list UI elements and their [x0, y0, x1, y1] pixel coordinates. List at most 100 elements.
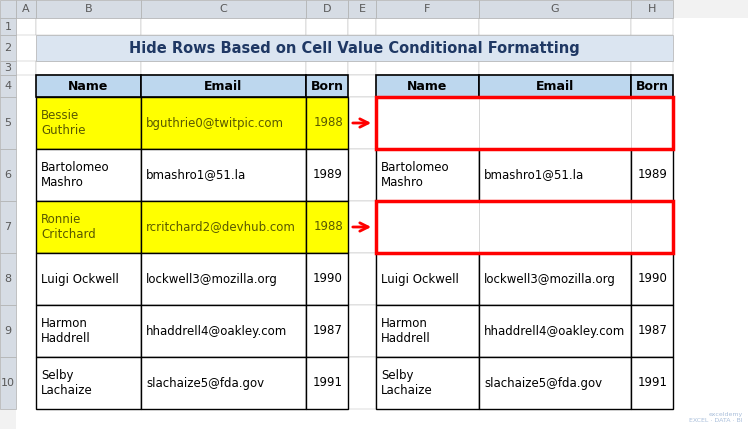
Bar — [306, 18, 348, 35]
Bar — [306, 253, 348, 305]
Text: hhaddrell4@oakley.com: hhaddrell4@oakley.com — [146, 324, 287, 338]
Text: Name: Name — [68, 79, 108, 93]
Text: 1988: 1988 — [313, 221, 343, 233]
Bar — [0, 97, 16, 149]
Text: lockwell3@mozilla.org: lockwell3@mozilla.org — [146, 272, 278, 286]
Bar — [0, 357, 16, 409]
Text: 1: 1 — [4, 21, 11, 31]
Bar — [141, 357, 306, 409]
Bar — [376, 0, 479, 18]
Bar — [141, 305, 306, 357]
Bar — [141, 149, 306, 201]
Bar — [376, 201, 479, 253]
Bar — [306, 305, 348, 357]
Text: Ronnie
Critchard: Ronnie Critchard — [41, 213, 96, 241]
Bar — [0, 35, 16, 61]
Bar — [479, 75, 631, 97]
Bar — [376, 149, 479, 201]
Text: G: G — [551, 4, 560, 14]
Bar — [631, 253, 673, 305]
Bar — [376, 18, 479, 35]
Bar — [348, 97, 376, 149]
Bar — [0, 18, 16, 35]
Text: 1987: 1987 — [313, 324, 343, 338]
Text: 7: 7 — [4, 222, 11, 232]
Bar — [348, 0, 376, 18]
Text: Born: Born — [310, 79, 343, 93]
Text: bmashro1@51.la: bmashro1@51.la — [146, 169, 246, 181]
Text: Bessie
Guthrie: Bessie Guthrie — [41, 109, 85, 137]
Bar — [376, 253, 479, 305]
Bar — [36, 305, 141, 357]
Bar — [36, 61, 141, 75]
Text: Bartolomeo
Mashro: Bartolomeo Mashro — [381, 161, 450, 189]
Bar — [348, 357, 376, 409]
Bar — [479, 149, 631, 201]
Text: exceldemy
EXCEL · DATA · BI: exceldemy EXCEL · DATA · BI — [690, 412, 743, 423]
Text: C: C — [220, 4, 227, 14]
Bar — [348, 201, 376, 253]
Bar — [348, 253, 376, 305]
Bar — [376, 97, 673, 149]
Text: A: A — [22, 4, 30, 14]
Bar — [348, 305, 376, 357]
Text: bmashro1@51.la: bmashro1@51.la — [484, 169, 584, 181]
Bar — [306, 61, 348, 75]
Bar — [141, 253, 306, 305]
Bar — [306, 75, 348, 97]
Text: H: H — [648, 4, 656, 14]
Bar — [376, 357, 479, 409]
Bar — [141, 75, 306, 97]
Text: 1991: 1991 — [313, 377, 343, 390]
Bar — [631, 0, 673, 18]
Bar — [141, 0, 306, 18]
Bar — [306, 149, 348, 201]
Bar — [36, 18, 141, 35]
Text: B: B — [85, 4, 92, 14]
Bar — [348, 18, 376, 35]
Bar — [0, 0, 16, 18]
Bar — [631, 357, 673, 409]
Bar — [631, 61, 673, 75]
Bar — [0, 253, 16, 305]
Text: Selby
Lachaize: Selby Lachaize — [41, 369, 93, 397]
Bar — [376, 201, 673, 253]
Text: 1987: 1987 — [638, 324, 668, 338]
Text: 6: 6 — [4, 170, 11, 180]
Bar — [0, 61, 16, 75]
Bar — [0, 201, 16, 253]
Bar — [36, 357, 141, 409]
Bar — [376, 305, 479, 357]
Text: Hide Rows Based on Cell Value Conditional Formatting: Hide Rows Based on Cell Value Conditiona… — [129, 40, 580, 55]
Bar — [306, 201, 348, 253]
Text: E: E — [358, 4, 366, 14]
Bar — [306, 357, 348, 409]
Bar — [479, 253, 631, 305]
Bar — [36, 35, 673, 61]
Text: Born: Born — [636, 79, 669, 93]
Text: bguthrie0@twitpic.com: bguthrie0@twitpic.com — [146, 117, 284, 130]
Bar — [16, 61, 36, 75]
Bar — [631, 75, 673, 97]
Bar — [348, 75, 376, 97]
Bar — [631, 18, 673, 35]
Bar — [141, 97, 306, 149]
Text: 1990: 1990 — [313, 272, 343, 286]
Text: Name: Name — [408, 79, 448, 93]
Bar — [141, 201, 306, 253]
Text: D: D — [322, 4, 331, 14]
Text: 8: 8 — [4, 274, 11, 284]
Text: Harmon
Haddrell: Harmon Haddrell — [41, 317, 91, 345]
Bar — [348, 61, 376, 75]
Bar — [0, 149, 16, 201]
Bar — [479, 357, 631, 409]
Bar — [36, 149, 141, 201]
Text: slachaize5@fda.gov: slachaize5@fda.gov — [146, 377, 264, 390]
Text: Email: Email — [204, 79, 242, 93]
Text: Bartolomeo
Mashro: Bartolomeo Mashro — [41, 161, 110, 189]
Text: lockwell3@mozilla.org: lockwell3@mozilla.org — [484, 272, 616, 286]
Text: 3: 3 — [4, 63, 11, 73]
Text: F: F — [424, 4, 431, 14]
Bar — [36, 97, 141, 149]
Text: 5: 5 — [4, 118, 11, 128]
